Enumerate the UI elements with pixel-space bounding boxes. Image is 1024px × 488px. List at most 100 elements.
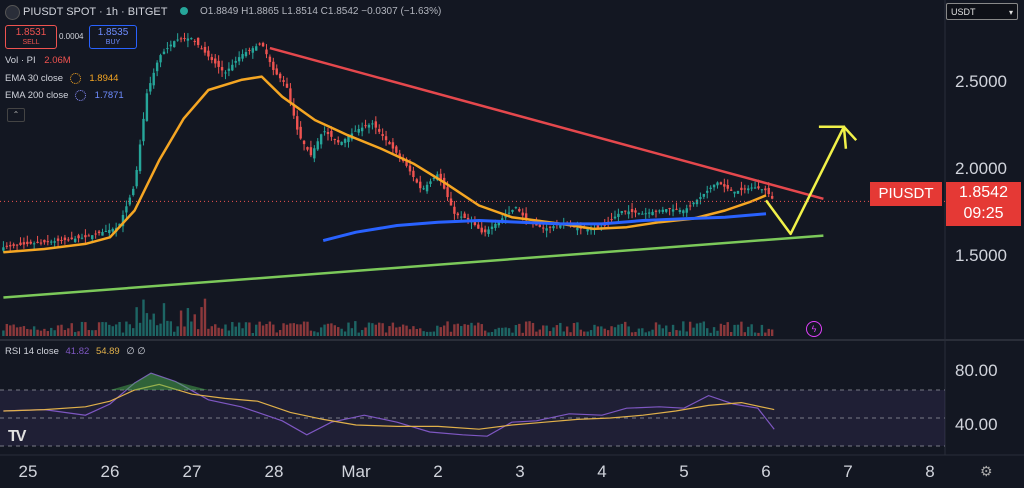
volume-bar — [569, 332, 572, 336]
volume-bar — [671, 324, 675, 336]
volume-bar — [487, 332, 490, 336]
candle-body — [753, 187, 757, 189]
lightning-icon[interactable]: ϟ — [806, 321, 822, 337]
volume-bar — [764, 332, 767, 336]
rsi-axis-label: 80.00 — [955, 361, 998, 380]
volume-bar — [709, 332, 712, 336]
volume-bar — [50, 327, 53, 336]
ema200-settings-icon[interactable] — [75, 90, 87, 101]
time-axis-label: 25 — [18, 462, 38, 481]
volume-bar — [292, 323, 296, 336]
candle-body — [729, 189, 733, 191]
time-axis-label: 2 — [433, 462, 443, 481]
volume-bar — [357, 332, 360, 336]
collapse-legend-button[interactable]: ⌃ — [7, 108, 25, 122]
volume-bar — [695, 323, 699, 336]
candle-body — [91, 235, 94, 240]
legend-ema30[interactable]: EMA 30 close 1.8944 — [5, 73, 118, 84]
sell-price: 1.8531 — [15, 27, 47, 38]
volume-bar — [2, 330, 5, 336]
rsi-legend[interactable]: RSI 14 close 41.82 54.89 ∅ ∅ — [5, 346, 146, 357]
volume-bar — [104, 322, 108, 336]
candle-body — [661, 209, 665, 212]
projection-arrow — [764, 125, 858, 236]
candle-body — [422, 188, 425, 190]
volume-bar — [514, 325, 518, 336]
candle-body — [477, 224, 480, 229]
candle-body — [261, 42, 265, 47]
candle-body — [408, 165, 412, 172]
candle-body — [374, 121, 378, 128]
legend-ema200[interactable]: EMA 200 close 1.7871 — [5, 90, 124, 101]
volume-bar — [333, 325, 337, 336]
legend-volume[interactable]: Vol · PI 2.06M — [5, 55, 71, 66]
support-trendline — [3, 234, 824, 299]
volume-bar — [306, 321, 309, 336]
volume-bar — [446, 321, 449, 336]
ema30-settings-icon[interactable] — [69, 73, 81, 84]
sell-button[interactable]: 1.8531 SELL — [5, 25, 57, 49]
candle-body — [46, 241, 50, 243]
volume-bar — [442, 325, 446, 336]
candle-body — [36, 241, 39, 243]
candle-body — [302, 140, 306, 145]
volume-bar — [128, 324, 132, 336]
volume-bar — [511, 332, 514, 336]
volume-bar — [166, 320, 169, 336]
currency-select[interactable]: USDT ▾ — [946, 3, 1018, 20]
candle-body — [234, 60, 237, 63]
candle-body — [275, 68, 278, 75]
volume-bar — [736, 324, 740, 336]
volume-bar — [733, 324, 736, 336]
candle-body — [220, 67, 224, 71]
gear-icon[interactable]: ⚙ — [980, 463, 993, 479]
buy-button[interactable]: 1.8535 BUY — [89, 25, 137, 49]
volume-bar — [196, 329, 200, 336]
currency-select-value: USDT — [951, 7, 976, 17]
volume-bar — [610, 326, 613, 336]
volume-bar — [750, 324, 753, 336]
volume-bar — [699, 322, 702, 336]
volume-bar — [176, 326, 179, 336]
volume-bar — [723, 324, 726, 336]
volume-bar — [56, 325, 60, 336]
volume-bar — [490, 331, 494, 336]
rsi-extra: ∅ ∅ — [126, 346, 146, 357]
volume-bar — [5, 323, 9, 336]
candle-body — [128, 197, 132, 205]
candle-body — [278, 73, 282, 79]
symbol-icon[interactable] — [5, 5, 20, 20]
candle-body — [309, 147, 313, 156]
price-axis-label: 2.0000 — [955, 159, 1007, 178]
volume-bar — [210, 326, 214, 336]
volume-bar — [282, 323, 285, 336]
legend-ema200-value: 1.7871 — [94, 90, 124, 102]
rsi-value: 41.82 — [65, 346, 90, 357]
candle-body — [398, 153, 401, 157]
candle-body — [43, 239, 46, 243]
candle-body — [494, 223, 497, 228]
candle-body — [316, 141, 319, 150]
rsi-ma-line — [3, 383, 775, 430]
candle-body — [757, 186, 760, 189]
volume-bar — [555, 325, 559, 336]
volume-bar — [395, 327, 398, 336]
volume-bar — [460, 326, 463, 336]
symbol-title[interactable]: PIUSDT SPOT · 1h · BITGET — [23, 6, 168, 18]
volume-bar — [347, 322, 350, 336]
legend-ema200-label: EMA 200 close — [5, 90, 69, 102]
candle-body — [719, 182, 723, 185]
volume-bar — [234, 326, 237, 336]
candle-body — [63, 237, 67, 241]
candle-body — [258, 43, 261, 45]
volume-bar — [408, 329, 412, 336]
volume-bar — [477, 322, 480, 336]
candle-body — [675, 208, 678, 210]
volume-bar — [43, 328, 46, 336]
time-axis-label: 6 — [761, 462, 771, 481]
volume-bar — [340, 328, 343, 336]
volume-bar — [36, 329, 39, 336]
volume-bar — [145, 313, 149, 336]
volume-bar — [644, 332, 647, 336]
